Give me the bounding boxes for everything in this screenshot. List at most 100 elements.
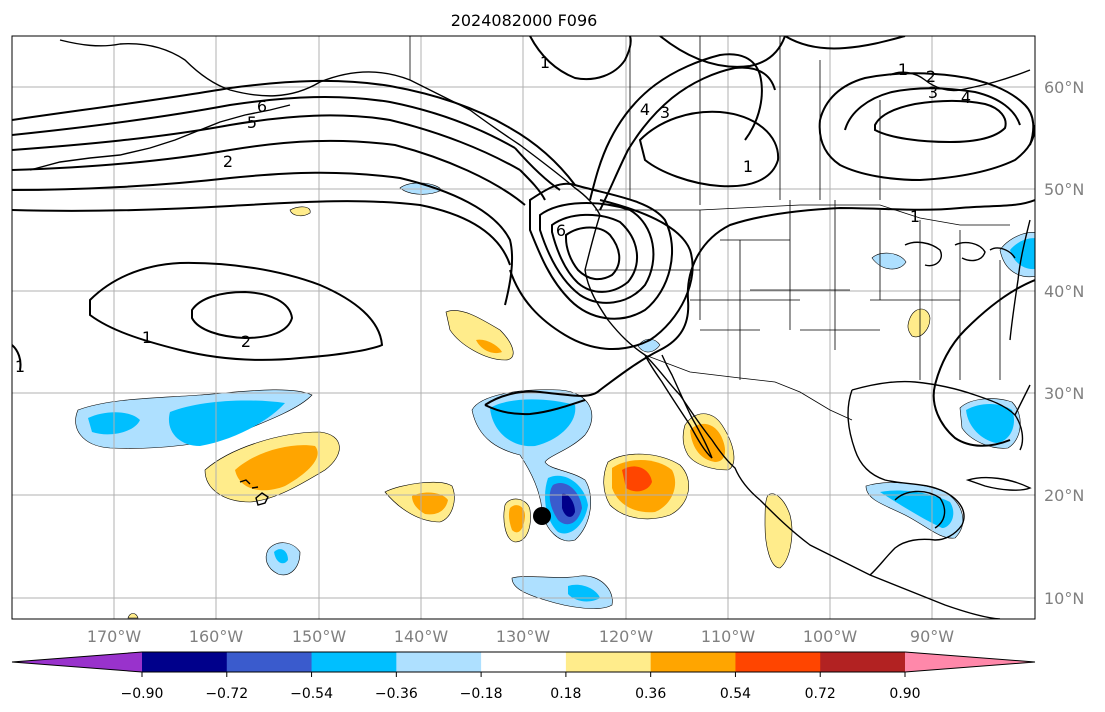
colorbar: −0.90 −0.72 −0.54 −0.36 −0.18 0.18 0.36 0.54 0.7… — [11, 651, 1036, 702]
lon-label: 110°W — [701, 627, 756, 646]
colorbar-extend-max — [905, 652, 1035, 672]
colorbar-tick-label: 0.18 — [550, 686, 581, 702]
shaded-anomalies — [75, 182, 1035, 619]
contours — [12, 36, 1035, 447]
colorbar-segment — [311, 652, 397, 672]
colorbar-tick-label: 0.72 — [805, 686, 836, 702]
colorbar-tick-label: 0.36 — [635, 686, 666, 702]
positive-anomaly-offshore-ca-core — [476, 339, 502, 354]
coastline-great-lakes — [904, 241, 1016, 267]
storm-center-marker — [533, 507, 551, 525]
coastlines — [29, 39, 1032, 619]
figure-title: 2024082000 F096 — [451, 11, 598, 30]
negative-anomaly-small-south-core — [274, 549, 288, 564]
graticule — [12, 36, 1035, 619]
colorbar-tick-label: −0.18 — [460, 686, 503, 702]
colorbar-segment — [565, 652, 652, 672]
lon-label: 150°W — [292, 627, 347, 646]
contour-label: 1 — [743, 157, 753, 176]
lon-label: 100°W — [803, 627, 858, 646]
positive-anomaly-hawaii-core — [235, 445, 318, 491]
negative-anomaly-great-lakes — [871, 252, 907, 270]
contour-north-band-6 — [12, 200, 511, 266]
border-canada-provinces — [629, 36, 881, 205]
colorbar-tick-label: −0.72 — [205, 686, 248, 702]
coastline-gulf — [847, 389, 965, 576]
positive-anomaly-bottom-left — [127, 613, 139, 619]
coastline-west-coast — [584, 214, 761, 501]
latitude-labels: 60°N 50°N 40°N 30°N 20°N 10°N — [1044, 78, 1084, 608]
contour-canada-6 — [529, 36, 632, 80]
contour-north-band-3 — [12, 114, 521, 171]
contour-label: 3 — [660, 103, 670, 122]
negative-anomaly-west-pacific-core — [88, 400, 285, 446]
contour-north-band-4 — [12, 139, 526, 206]
contour-labels: 6 5 2 1 2 1 1 6 4 3 1 1 2 3 4 1 — [15, 53, 971, 376]
colorbar-tick-label: 0.54 — [720, 686, 751, 702]
contour-central-1 — [89, 261, 384, 361]
contour-label: 5 — [247, 113, 257, 132]
colorbar-tick-label: −0.36 — [375, 686, 418, 702]
negative-anomaly-central-darkest — [562, 493, 575, 517]
positive-anomaly-north-pacific — [289, 206, 311, 217]
contour-southeast — [932, 279, 1035, 447]
contour-label: 1 — [898, 60, 908, 79]
contour-east-pacific — [484, 199, 1035, 406]
contour-west-edge — [12, 344, 22, 371]
contour-hudson-outer — [818, 119, 1035, 182]
border-state-1 — [585, 200, 1001, 380]
contour-north-band-5 — [12, 171, 514, 306]
coastline-baja — [644, 354, 713, 459]
coastline-florida — [1014, 384, 1031, 416]
longitude-labels: 170°W 160°W 150°W 140°W 130°W 120°W 110°… — [87, 627, 954, 646]
lon-label: 120°W — [599, 627, 654, 646]
contour-label: 2 — [926, 67, 936, 86]
lon-label: 130°W — [496, 627, 551, 646]
colorbar-segment — [396, 652, 482, 672]
contour-trough-1 — [529, 182, 673, 320]
contour-north-band-1 — [12, 79, 511, 129]
border-us-mexico — [644, 354, 853, 421]
positive-anomaly-gulf-ca-core — [690, 423, 726, 462]
contour-north-band-2 — [12, 96, 516, 149]
contour-central-2 — [191, 290, 294, 340]
contour-hudson-2 — [819, 72, 1035, 146]
contour-trough-outer — [509, 127, 694, 351]
contour-canada-3 — [599, 66, 776, 211]
positive-anomaly-east-storm-strong — [622, 466, 652, 492]
coastline-atlantic — [1009, 219, 1031, 341]
contour-label: 1 — [142, 328, 152, 347]
contour-hudson-3 — [844, 87, 1021, 131]
lon-label: 140°W — [394, 627, 449, 646]
colorbar-tick-label: −0.90 — [121, 686, 164, 702]
colorbar-segment — [226, 652, 313, 672]
lat-label: 60°N — [1044, 78, 1084, 97]
coastline-aleutians — [29, 104, 291, 171]
colorbar-tick-label: −0.54 — [290, 686, 333, 702]
colorbar-segment — [735, 652, 821, 672]
contour-east-pacific-loop — [484, 399, 586, 416]
lon-label: 170°W — [87, 627, 142, 646]
contour-label: 4 — [640, 100, 650, 119]
contour-label: 1 — [540, 53, 550, 72]
lat-label: 40°N — [1044, 282, 1084, 301]
positive-anomaly-midwest — [907, 308, 931, 338]
negative-anomaly-gulf-core — [966, 404, 1015, 443]
coastline-mexico-pacific — [759, 499, 1001, 619]
borders — [409, 36, 1010, 421]
positive-anomaly-near-storm-core — [508, 505, 525, 533]
contour-canada-2 — [659, 36, 786, 68]
coastline-yucatan — [894, 490, 946, 529]
map-frame — [11, 35, 1036, 620]
colorbar-tick-label: 0.90 — [889, 686, 920, 702]
contour-label: 2 — [241, 332, 251, 351]
coastline-hawaii — [239, 479, 269, 506]
coastline-alaska — [59, 39, 601, 216]
contour-label: 3 — [928, 83, 938, 102]
lat-label: 20°N — [1044, 486, 1084, 505]
colorbar-segment — [142, 652, 228, 672]
colorbar-segment — [820, 652, 906, 672]
colorbar-segment — [650, 652, 736, 672]
contour-label: 1 — [15, 357, 25, 376]
contour-trough-3 — [551, 213, 639, 293]
